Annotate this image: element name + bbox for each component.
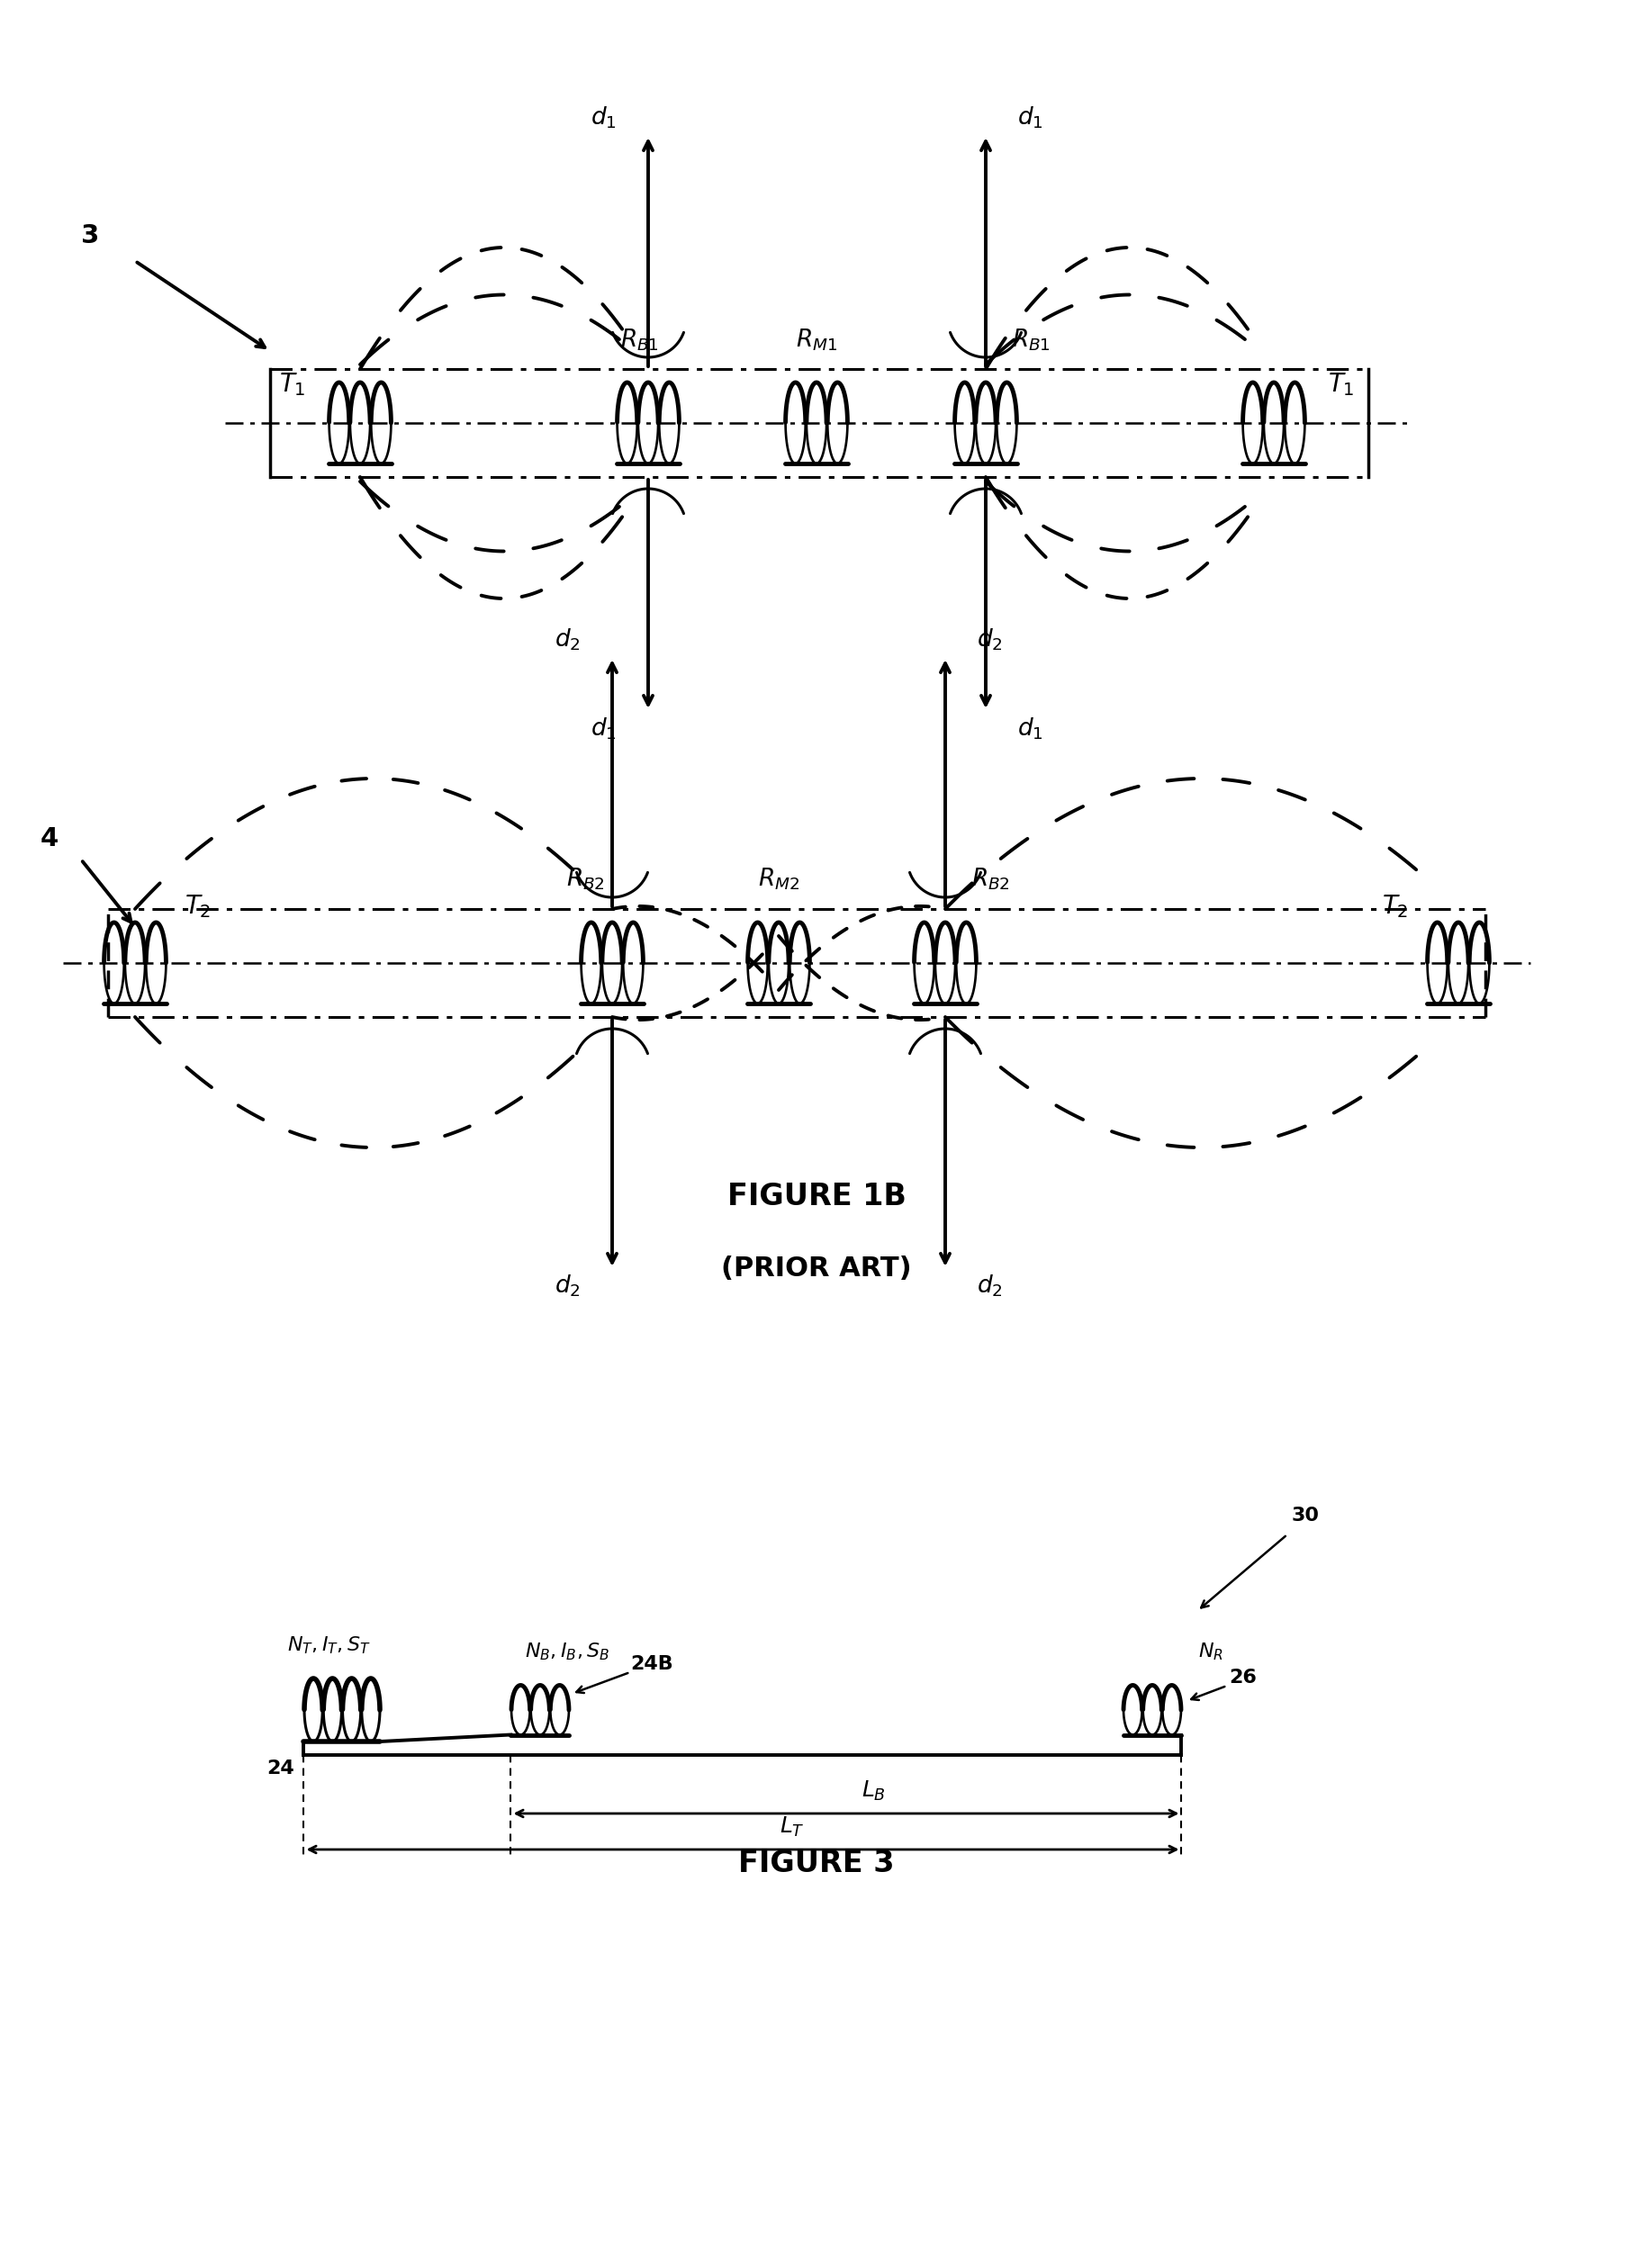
Text: FIGURE 1B: FIGURE 1B [727, 1182, 906, 1211]
Text: $N_R$: $N_R$ [1197, 1642, 1223, 1662]
Text: $d_2$: $d_2$ [977, 1275, 1003, 1300]
Text: $T_1$: $T_1$ [1328, 370, 1354, 397]
Text: $d_1$: $d_1$ [591, 104, 616, 132]
Text: $d_1$: $d_1$ [1017, 104, 1042, 132]
Text: $L_B$: $L_B$ [861, 1778, 885, 1803]
Text: $R_{B2}$: $R_{B2}$ [970, 866, 1009, 891]
Text: $N_T, I_T, S_T$: $N_T, I_T, S_T$ [287, 1635, 371, 1656]
Text: $T_1$: $T_1$ [279, 370, 305, 397]
Text: $T_2$: $T_2$ [185, 894, 211, 919]
Text: 30: 30 [1290, 1506, 1318, 1524]
Text: 24: 24 [266, 1760, 294, 1778]
Text: $d_1$: $d_1$ [1017, 714, 1042, 742]
Text: (PRIOR ART): (PRIOR ART) [720, 1256, 911, 1281]
Text: $L_T$: $L_T$ [779, 1814, 803, 1839]
Text: $R_{M1}$: $R_{M1}$ [795, 327, 836, 352]
Text: $R_{B2}$: $R_{B2}$ [565, 866, 604, 891]
Text: $d_2$: $d_2$ [555, 626, 580, 653]
Text: 24B: 24B [630, 1656, 673, 1674]
Text: FIGURE 3: FIGURE 3 [738, 1848, 895, 1878]
Text: 4: 4 [41, 826, 59, 850]
Text: $d_2$: $d_2$ [977, 626, 1003, 653]
Text: 3: 3 [80, 222, 100, 249]
Text: $T_2$: $T_2$ [1382, 894, 1408, 919]
Text: $R_{B1}$: $R_{B1}$ [619, 327, 658, 352]
Text: 26: 26 [1228, 1669, 1256, 1687]
Text: $d_2$: $d_2$ [555, 1275, 580, 1300]
Text: $N_B, I_B, S_B$: $N_B, I_B, S_B$ [524, 1642, 609, 1662]
Text: $d_1$: $d_1$ [591, 714, 616, 742]
Text: $R_{B1}$: $R_{B1}$ [1011, 327, 1050, 352]
Text: $R_{M2}$: $R_{M2}$ [758, 866, 799, 891]
